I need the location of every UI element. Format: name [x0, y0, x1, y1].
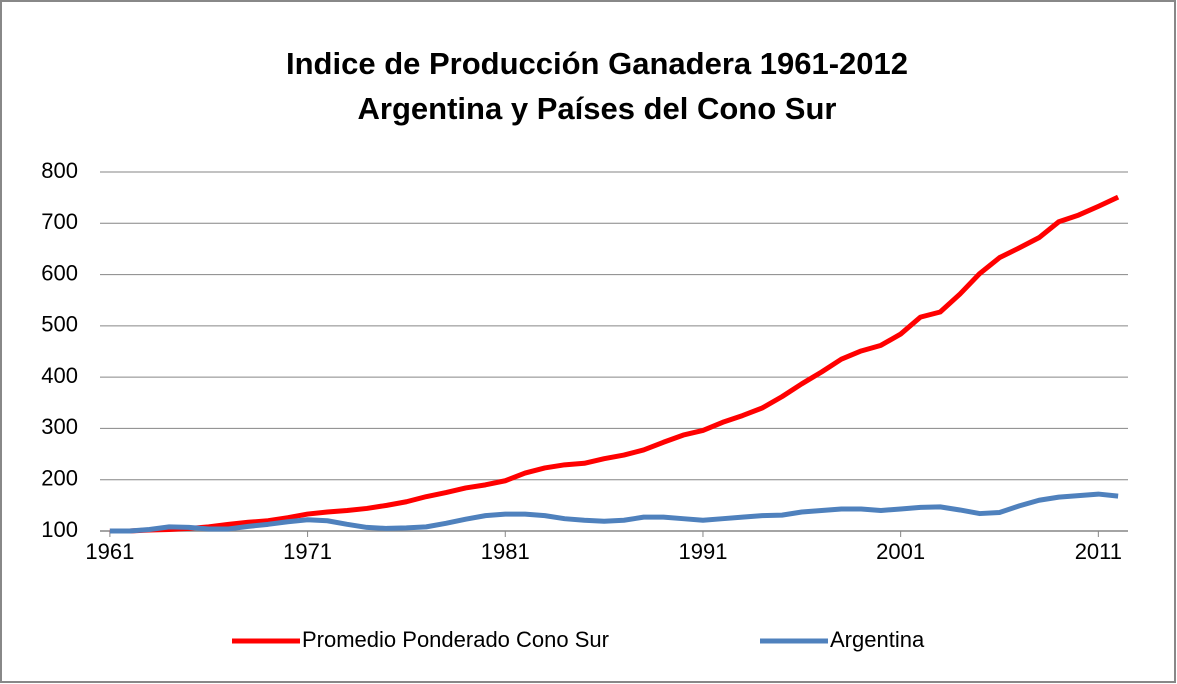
x-tick-label: 2001 [876, 539, 925, 564]
legend-label: Promedio Ponderado Cono Sur [302, 627, 609, 652]
legend-label: Argentina [830, 627, 925, 652]
series-line [109, 194, 1120, 534]
series-line [109, 491, 1119, 534]
y-tick-label: 800 [41, 158, 78, 183]
x-tick-label: 1981 [481, 539, 530, 564]
y-tick-label: 300 [41, 414, 78, 439]
y-tick-label: 200 [41, 466, 78, 491]
x-tick-label: 2011 [1075, 539, 1122, 564]
x-tick-label: 1971 [283, 539, 332, 564]
chart-title: Argentina y Países del Cono Sur [358, 91, 837, 126]
y-tick-label: 600 [41, 260, 78, 285]
y-tick-label: 100 [41, 517, 78, 542]
x-tick-label: 1961 [85, 539, 134, 564]
chart-title: Indice de Producción Ganadera 1961-2012 [286, 46, 908, 81]
y-tick-label: 400 [41, 363, 78, 388]
y-tick-label: 500 [41, 312, 78, 337]
x-tick-label: 1991 [678, 539, 727, 564]
y-tick-label: 700 [41, 209, 78, 234]
